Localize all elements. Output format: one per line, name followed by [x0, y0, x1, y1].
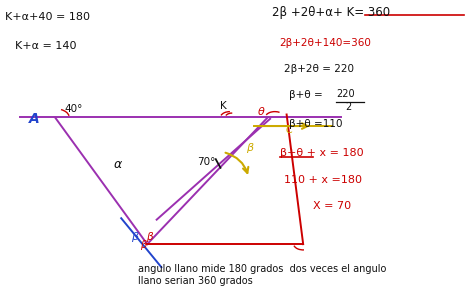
Text: K+α = 140: K+α = 140 [15, 41, 76, 51]
Text: β: β [246, 142, 254, 152]
Text: X = 70: X = 70 [313, 201, 351, 211]
Text: β+θ =110: β+θ =110 [289, 119, 343, 129]
Text: β+θ =: β+θ = [289, 90, 323, 100]
Text: β: β [131, 232, 138, 242]
Text: K: K [220, 101, 227, 111]
Text: β+θ + x = 180: β+θ + x = 180 [280, 148, 363, 158]
Text: 2β+2θ = 220: 2β+2θ = 220 [284, 64, 354, 74]
Text: θ: θ [257, 107, 264, 117]
Text: 40°: 40° [64, 104, 83, 114]
Text: 220: 220 [336, 88, 355, 99]
Text: 2β +2θ+α+ K= 360: 2β +2θ+α+ K= 360 [273, 6, 391, 20]
Text: 110 + x =180: 110 + x =180 [284, 175, 362, 185]
Text: A: A [29, 112, 40, 126]
Text: 70°: 70° [197, 157, 215, 167]
Text: β: β [146, 232, 153, 242]
Text: K+α+40 = 180: K+α+40 = 180 [5, 12, 91, 22]
Text: C: C [286, 125, 293, 135]
Text: 2: 2 [345, 102, 351, 112]
Text: 2β+2θ+140=360: 2β+2θ+140=360 [280, 38, 372, 48]
Text: α: α [114, 158, 122, 171]
Text: angulo llano mide 180 grados  dos veces el angulo
llano serian 360 grados: angulo llano mide 180 grados dos veces e… [138, 264, 386, 286]
Text: β: β [140, 241, 146, 251]
